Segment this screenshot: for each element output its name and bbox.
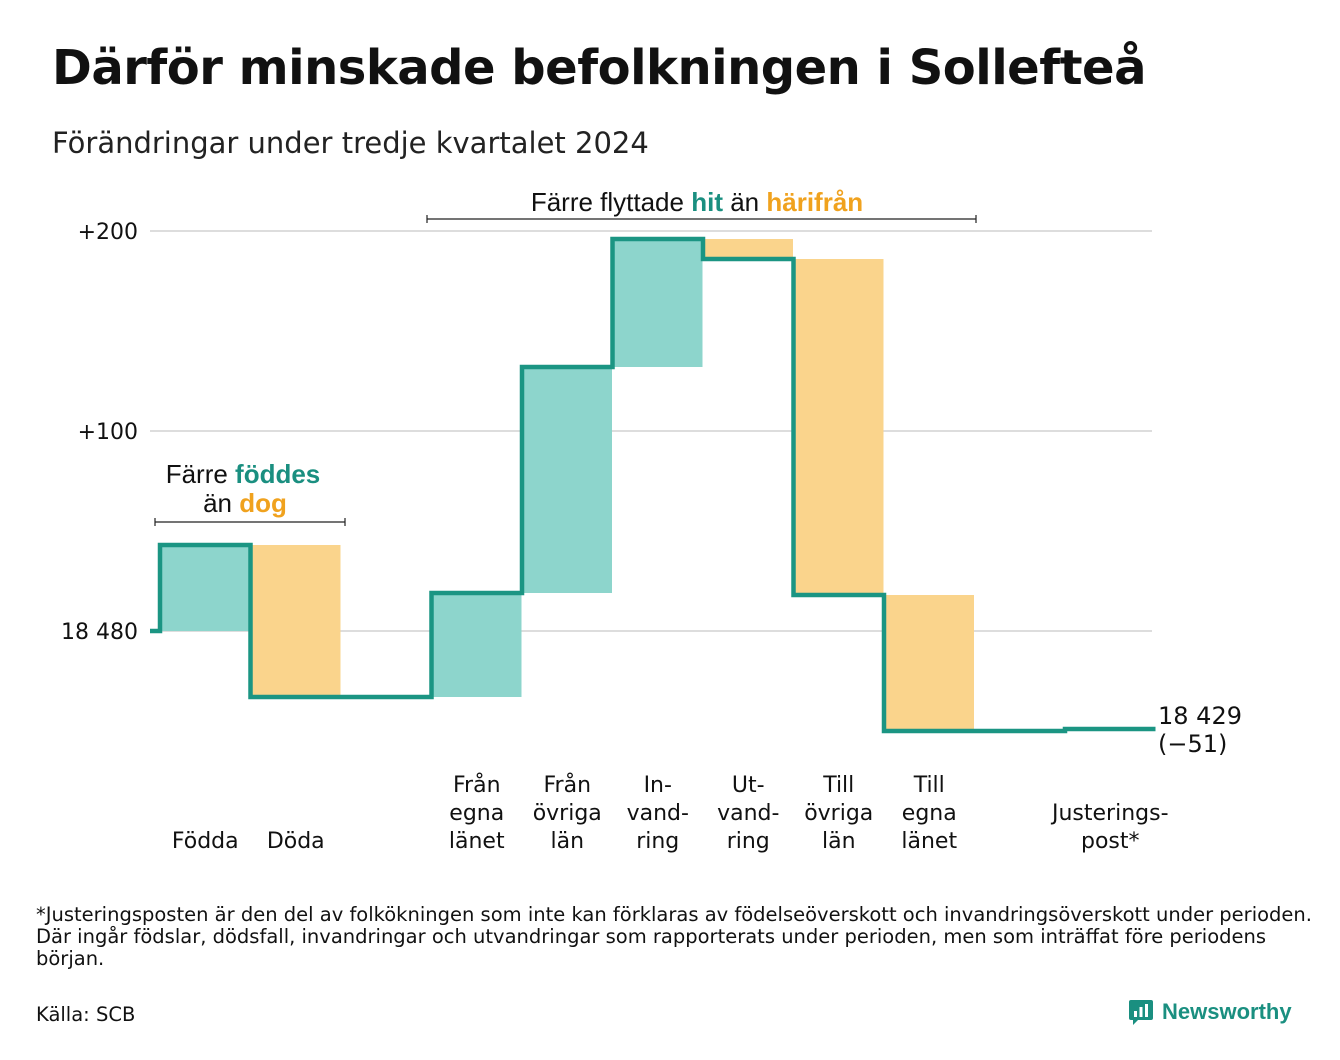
category-label-3-2: länet [449,829,505,854]
brand-name: Newsworthy [1162,999,1292,1024]
end-value-label: 18 429 [1158,702,1242,730]
bar-8 [884,595,974,731]
footnote: *Justeringsposten är den del av folkökni… [36,903,1312,970]
bar-5 [612,239,703,367]
y-tick-label-1: +100 [78,420,138,445]
source-label: Källa: SCB [36,1003,136,1026]
bar-4 [522,367,612,593]
category-label-4-2: län [550,829,584,854]
newsworthy-logo-icon [1129,1000,1153,1025]
y-tick-label-2: +200 [78,220,138,245]
bar-6 [703,239,793,259]
category-label-6-2: ring [727,829,770,854]
bar-3 [431,593,522,697]
annotation-births-line2: än dog [203,488,287,518]
brand-logo[interactable]: Newsworthy [1128,998,1292,1026]
y-tick-label-0: 18 480 [61,620,138,645]
annotation-births-line1: Färre föddes [166,459,321,489]
category-label-6-0: Ut- [732,773,765,798]
category-label-6-1: vand- [717,801,779,826]
category-label-0-0: Födda [172,829,239,854]
category-label-4-1: övriga [533,801,602,826]
category-label-7-2: län [822,829,856,854]
annotation-migration: Färre flyttade hit än härifrån [531,187,863,217]
annotation-migration-bracket [426,215,977,223]
annotation-births-bracket [154,518,346,526]
bar-0 [160,545,250,631]
category-label-8-0: Till [913,773,945,798]
category-label-5-1: vand- [627,801,689,826]
category-label-10-1: post* [1081,829,1140,854]
category-label-7-1: övriga [804,801,873,826]
end-change-label: (−51) [1158,730,1227,758]
chart-subtitle: Förändringar under tredje kvartalet 2024 [52,126,649,160]
category-label-3-0: Från [453,772,501,798]
category-label-1-0: Döda [267,829,325,854]
category-label-4-0: Från [543,772,591,798]
category-label-10-0: Justerings- [1050,801,1169,826]
chart-title: Därför minskade befolkningen i Sollefteå [52,40,1146,96]
bar-1 [250,545,341,697]
category-label-3-1: egna [449,801,504,826]
category-label-7-0: Till [822,773,854,798]
waterfall-chart: 18 480 +100 +200 Födda Döda Från egna länet Från… [61,187,1242,854]
running-total-line [150,236,1156,734]
category-label-5-2: ring [636,829,679,854]
category-label-8-2: länet [901,829,957,854]
category-label-8-1: egna [902,801,957,826]
bar-7 [793,259,884,595]
category-label-5-0: In- [644,773,672,798]
